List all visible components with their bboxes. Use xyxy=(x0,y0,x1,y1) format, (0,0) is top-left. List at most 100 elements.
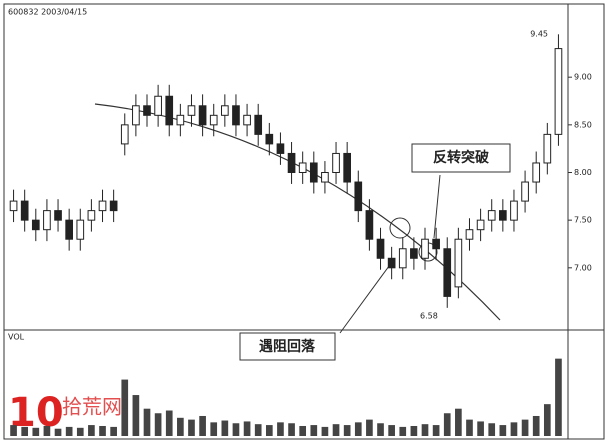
candle-body xyxy=(87,210,96,221)
candle-body xyxy=(421,238,429,259)
volume-bar xyxy=(54,428,62,436)
candle-body xyxy=(198,105,207,126)
volume-bar xyxy=(432,425,440,436)
candle-body xyxy=(154,95,162,116)
y-tick-label: 8.50 xyxy=(574,120,592,129)
volume-bar xyxy=(188,419,195,436)
candle-body xyxy=(9,200,18,212)
volume-bar xyxy=(455,408,462,436)
volume-bar xyxy=(232,423,240,436)
volume-bar xyxy=(332,424,340,436)
candle-body xyxy=(143,105,151,116)
candle-body xyxy=(499,210,507,221)
volume-label: VOL xyxy=(8,333,25,342)
candle-body xyxy=(287,152,296,173)
candle-body xyxy=(432,238,440,250)
candle-body xyxy=(98,200,107,212)
candle-body xyxy=(109,200,118,212)
volume-bar xyxy=(510,422,518,436)
volume-bar xyxy=(321,426,329,436)
volume-bar xyxy=(354,422,362,436)
volume-bar xyxy=(88,425,95,436)
volume-bar xyxy=(143,408,151,436)
volume-bar xyxy=(443,413,451,436)
candle-body xyxy=(209,114,218,126)
volume-bar xyxy=(132,395,140,436)
volume-bar xyxy=(499,425,507,436)
volume-bar xyxy=(10,425,17,436)
candle-body xyxy=(165,95,174,126)
volume-bar xyxy=(21,426,29,436)
volume-bar xyxy=(555,358,562,436)
candle-body xyxy=(65,219,73,240)
candle-body xyxy=(176,114,185,126)
candle-body xyxy=(31,219,40,231)
candle-body xyxy=(221,105,229,116)
candle-body xyxy=(265,133,274,145)
volume-bar xyxy=(410,425,418,436)
volume-bar xyxy=(110,426,117,436)
volume-bar xyxy=(532,415,540,436)
y-tick-label: 9.00 xyxy=(574,73,592,82)
y-tick-label: 7.50 xyxy=(574,216,592,225)
candle-body xyxy=(76,219,85,240)
volume-bar xyxy=(288,423,295,436)
arrow xyxy=(433,174,441,239)
y-tick-label: 7.00 xyxy=(574,263,592,272)
candle-body xyxy=(521,181,529,202)
volume-bar xyxy=(221,420,229,436)
volume-bar xyxy=(265,425,273,436)
high-label: 9.45 xyxy=(530,30,548,39)
candle-body xyxy=(20,200,29,221)
arrow xyxy=(339,261,393,334)
candle-body xyxy=(332,152,340,173)
volume-bar xyxy=(32,427,40,436)
annotation: 遇阻回落 xyxy=(259,338,316,355)
candle-body xyxy=(398,248,407,269)
volume-bar xyxy=(343,425,351,436)
volume-bar xyxy=(243,421,251,436)
candle-body xyxy=(254,114,263,135)
frame xyxy=(3,3,605,440)
annotation-box xyxy=(411,143,511,173)
candle-body xyxy=(343,152,351,183)
candle-body xyxy=(43,210,51,231)
volume-bar xyxy=(477,421,484,436)
candle-body xyxy=(532,162,541,183)
candle-body xyxy=(510,200,518,221)
candle-body xyxy=(365,210,374,240)
volume-bar xyxy=(121,379,129,436)
candle-body xyxy=(120,124,129,145)
volume-bar xyxy=(388,425,395,436)
volume-bar xyxy=(277,422,284,436)
candle-body xyxy=(54,210,62,221)
volume-bar xyxy=(399,426,407,436)
trend-curve xyxy=(94,103,501,321)
volume-bar xyxy=(199,415,206,436)
volume-bar xyxy=(65,426,73,436)
chart-title: 600832 2003/04/15 xyxy=(8,8,87,17)
candle-body xyxy=(387,257,396,269)
volume-bar xyxy=(154,413,162,436)
candle-body xyxy=(476,219,485,231)
candle-body xyxy=(410,248,418,259)
candle-body xyxy=(309,162,318,183)
candle-body xyxy=(465,229,474,240)
volume-bar xyxy=(421,424,429,436)
candle-body xyxy=(276,143,285,154)
candle-body xyxy=(554,48,563,135)
volume-bar xyxy=(43,425,51,436)
volume-bar xyxy=(210,422,218,436)
candle-body xyxy=(487,210,496,221)
volume-bar xyxy=(310,425,318,436)
volume-bar xyxy=(377,423,384,436)
low-label: 6.58 xyxy=(420,312,438,321)
volume-bar xyxy=(466,419,473,436)
marker-circle xyxy=(389,217,411,239)
candle-body xyxy=(232,105,240,126)
candle-body xyxy=(298,162,307,173)
volume-bar xyxy=(165,410,173,436)
candle-body xyxy=(376,238,385,259)
candle-body xyxy=(454,238,463,288)
